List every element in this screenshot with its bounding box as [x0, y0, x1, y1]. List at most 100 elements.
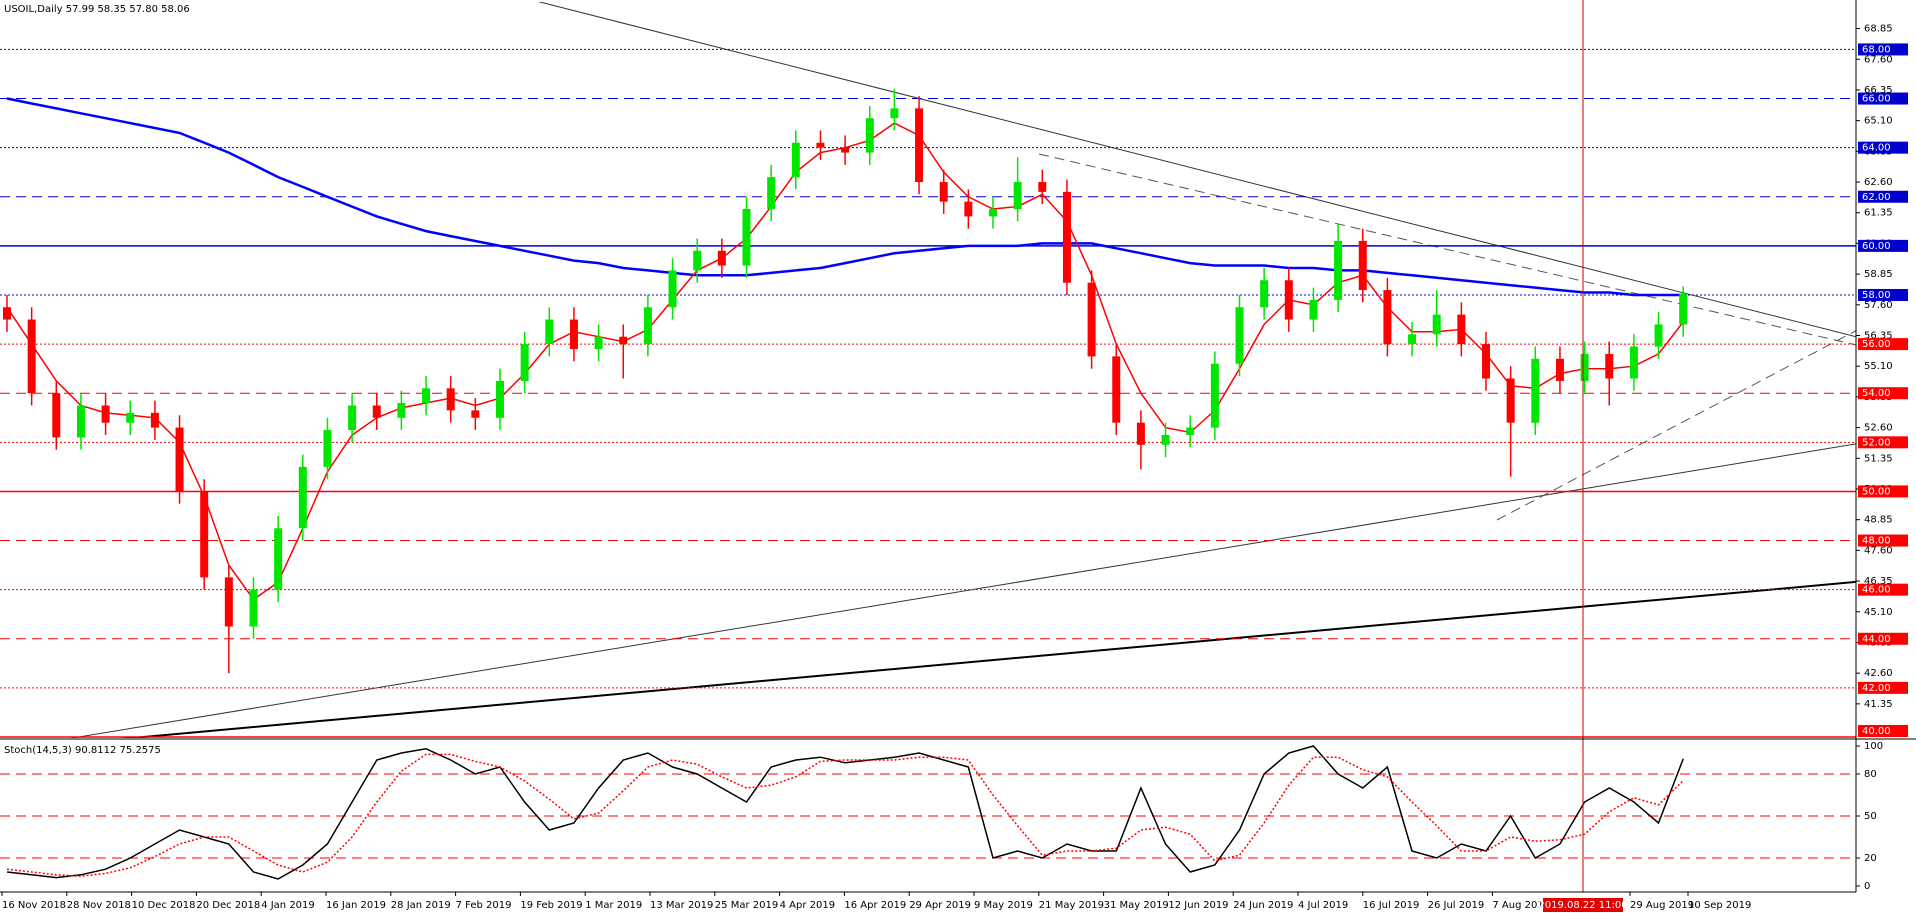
- y-tick-label: 41.35: [1864, 699, 1893, 710]
- series-line: [6, 745, 1684, 880]
- x-tick-label: 4 Jan 2019: [261, 900, 315, 911]
- candle-body: [939, 182, 948, 202]
- level-label: 60.00: [1862, 241, 1891, 252]
- candle-body: [496, 380, 504, 418]
- candle-body: [520, 344, 529, 381]
- level-label-box: [1858, 725, 1908, 737]
- x-tick-label: 16 Apr 2019: [844, 900, 906, 911]
- candle-body: [1629, 346, 1638, 379]
- candle-body: [249, 589, 258, 627]
- y-tick-label: 56.35: [1864, 331, 1893, 342]
- y-tick-label: 46.35: [1864, 576, 1893, 587]
- x-tick-label: 21 May 2019: [1039, 900, 1104, 911]
- y-tick-label: 58.85: [1864, 269, 1893, 280]
- main-plot: [0, 48, 1856, 738]
- level-label: 48.00: [1862, 536, 1891, 547]
- level-label-box: [1858, 583, 1908, 596]
- candle-body: [1358, 240, 1367, 291]
- x-tick-label: 26 Jul 2019: [1428, 900, 1485, 911]
- x-tick-label: 16 Nov 2018: [2, 900, 66, 911]
- x-tick-label: 31 May 2019: [1104, 900, 1169, 911]
- y-tick-label: 0: [1864, 881, 1870, 892]
- series-line: [6, 753, 1684, 877]
- candle-body: [1062, 191, 1071, 283]
- candle-body: [668, 270, 677, 308]
- level-label-box: [1858, 338, 1908, 351]
- stoch-title: Stoch(14,5,3) 90.8112 75.2575: [4, 745, 161, 756]
- candle-body: [200, 491, 209, 578]
- level-label: 56.00: [1862, 339, 1891, 350]
- candle-body: [643, 307, 652, 345]
- candle-body: [1136, 422, 1145, 445]
- candle-body: [76, 405, 85, 438]
- level-label: 40.00: [1862, 726, 1891, 737]
- y-tick-label: 45.10: [1864, 607, 1893, 618]
- y-tick-label: 52.60: [1864, 423, 1893, 434]
- candle-body: [1506, 378, 1515, 423]
- candle-body: [1186, 427, 1195, 435]
- candle-body: [3, 307, 11, 320]
- candle-body: [1334, 240, 1343, 300]
- candle-body: [693, 250, 702, 271]
- candle-body: [1284, 280, 1293, 320]
- candle-body: [1432, 314, 1441, 335]
- cursor-label: 2019.08.22 11:00: [1538, 900, 1627, 911]
- y-tick-label: 57.60: [1864, 300, 1893, 311]
- candle-body: [1482, 344, 1490, 379]
- candle-body: [397, 403, 406, 418]
- level-label: 54.00: [1862, 388, 1891, 399]
- x-tick-label: 16 Jan 2019: [326, 900, 386, 911]
- candle-body: [1679, 293, 1688, 325]
- level-label: 46.00: [1862, 585, 1891, 596]
- candle-body: [1457, 314, 1466, 345]
- level-label: 66.00: [1862, 94, 1891, 105]
- candle-body: [545, 319, 554, 345]
- candle-body: [1654, 324, 1663, 347]
- x-tick-label: 20 Dec 2018: [196, 900, 260, 911]
- candle-body: [989, 209, 997, 217]
- x-tick-label: 10 Sep 2019: [1688, 900, 1751, 911]
- trendline: [1496, 330, 1856, 521]
- candle-body: [865, 118, 874, 153]
- y-tick-label: 67.60: [1864, 54, 1893, 65]
- level-label: 42.00: [1862, 683, 1891, 694]
- candle-body: [791, 142, 800, 178]
- level-label-box: [1858, 436, 1908, 449]
- trendline: [1038, 153, 1856, 346]
- level-label: 50.00: [1862, 486, 1891, 497]
- x-tick-label: 7 Feb 2019: [456, 900, 512, 911]
- level-label-box: [1858, 43, 1908, 56]
- candle-body: [816, 142, 825, 148]
- trendline: [69, 443, 1856, 738]
- x-tick-label: 24 Jun 2019: [1233, 900, 1293, 911]
- candle-body: [348, 405, 357, 431]
- candle-body: [1235, 307, 1244, 364]
- series-line: [6, 97, 1684, 297]
- candle-body: [742, 209, 751, 266]
- x-tick-label: 4 Apr 2019: [780, 900, 835, 911]
- candle-body: [1309, 299, 1318, 320]
- candle-body: [446, 388, 455, 411]
- candle-body: [1408, 334, 1417, 345]
- level-label-box: [1858, 485, 1908, 498]
- chart-title: USOIL,Daily 57.99 58.35 57.80 58.06: [4, 4, 190, 15]
- x-tick-label: 7 Aug 2019: [1492, 900, 1550, 911]
- candle-body: [915, 108, 924, 183]
- x-tick-label: 9 May 2019: [974, 900, 1033, 911]
- candle-body: [224, 577, 233, 627]
- y-tick-label: 80: [1864, 769, 1877, 780]
- candle-body: [1112, 356, 1121, 423]
- y-tick-label: 47.60: [1864, 545, 1893, 556]
- candle-body: [27, 319, 36, 394]
- candle-body: [150, 412, 159, 428]
- candle-body: [890, 108, 899, 119]
- candle-body: [1013, 182, 1022, 210]
- level-label: 64.00: [1862, 143, 1891, 154]
- axes: 68.8567.6066.3565.1063.8562.6061.3560.10…: [1, 24, 1908, 912]
- candle-body: [964, 201, 973, 217]
- level-label-box: [1858, 534, 1908, 547]
- x-tick-label: 28 Jan 2019: [391, 900, 451, 911]
- x-tick-label: 29 Aug 2019: [1630, 900, 1694, 911]
- y-tick-label: 50: [1864, 811, 1877, 822]
- y-tick-label: 100: [1864, 741, 1883, 752]
